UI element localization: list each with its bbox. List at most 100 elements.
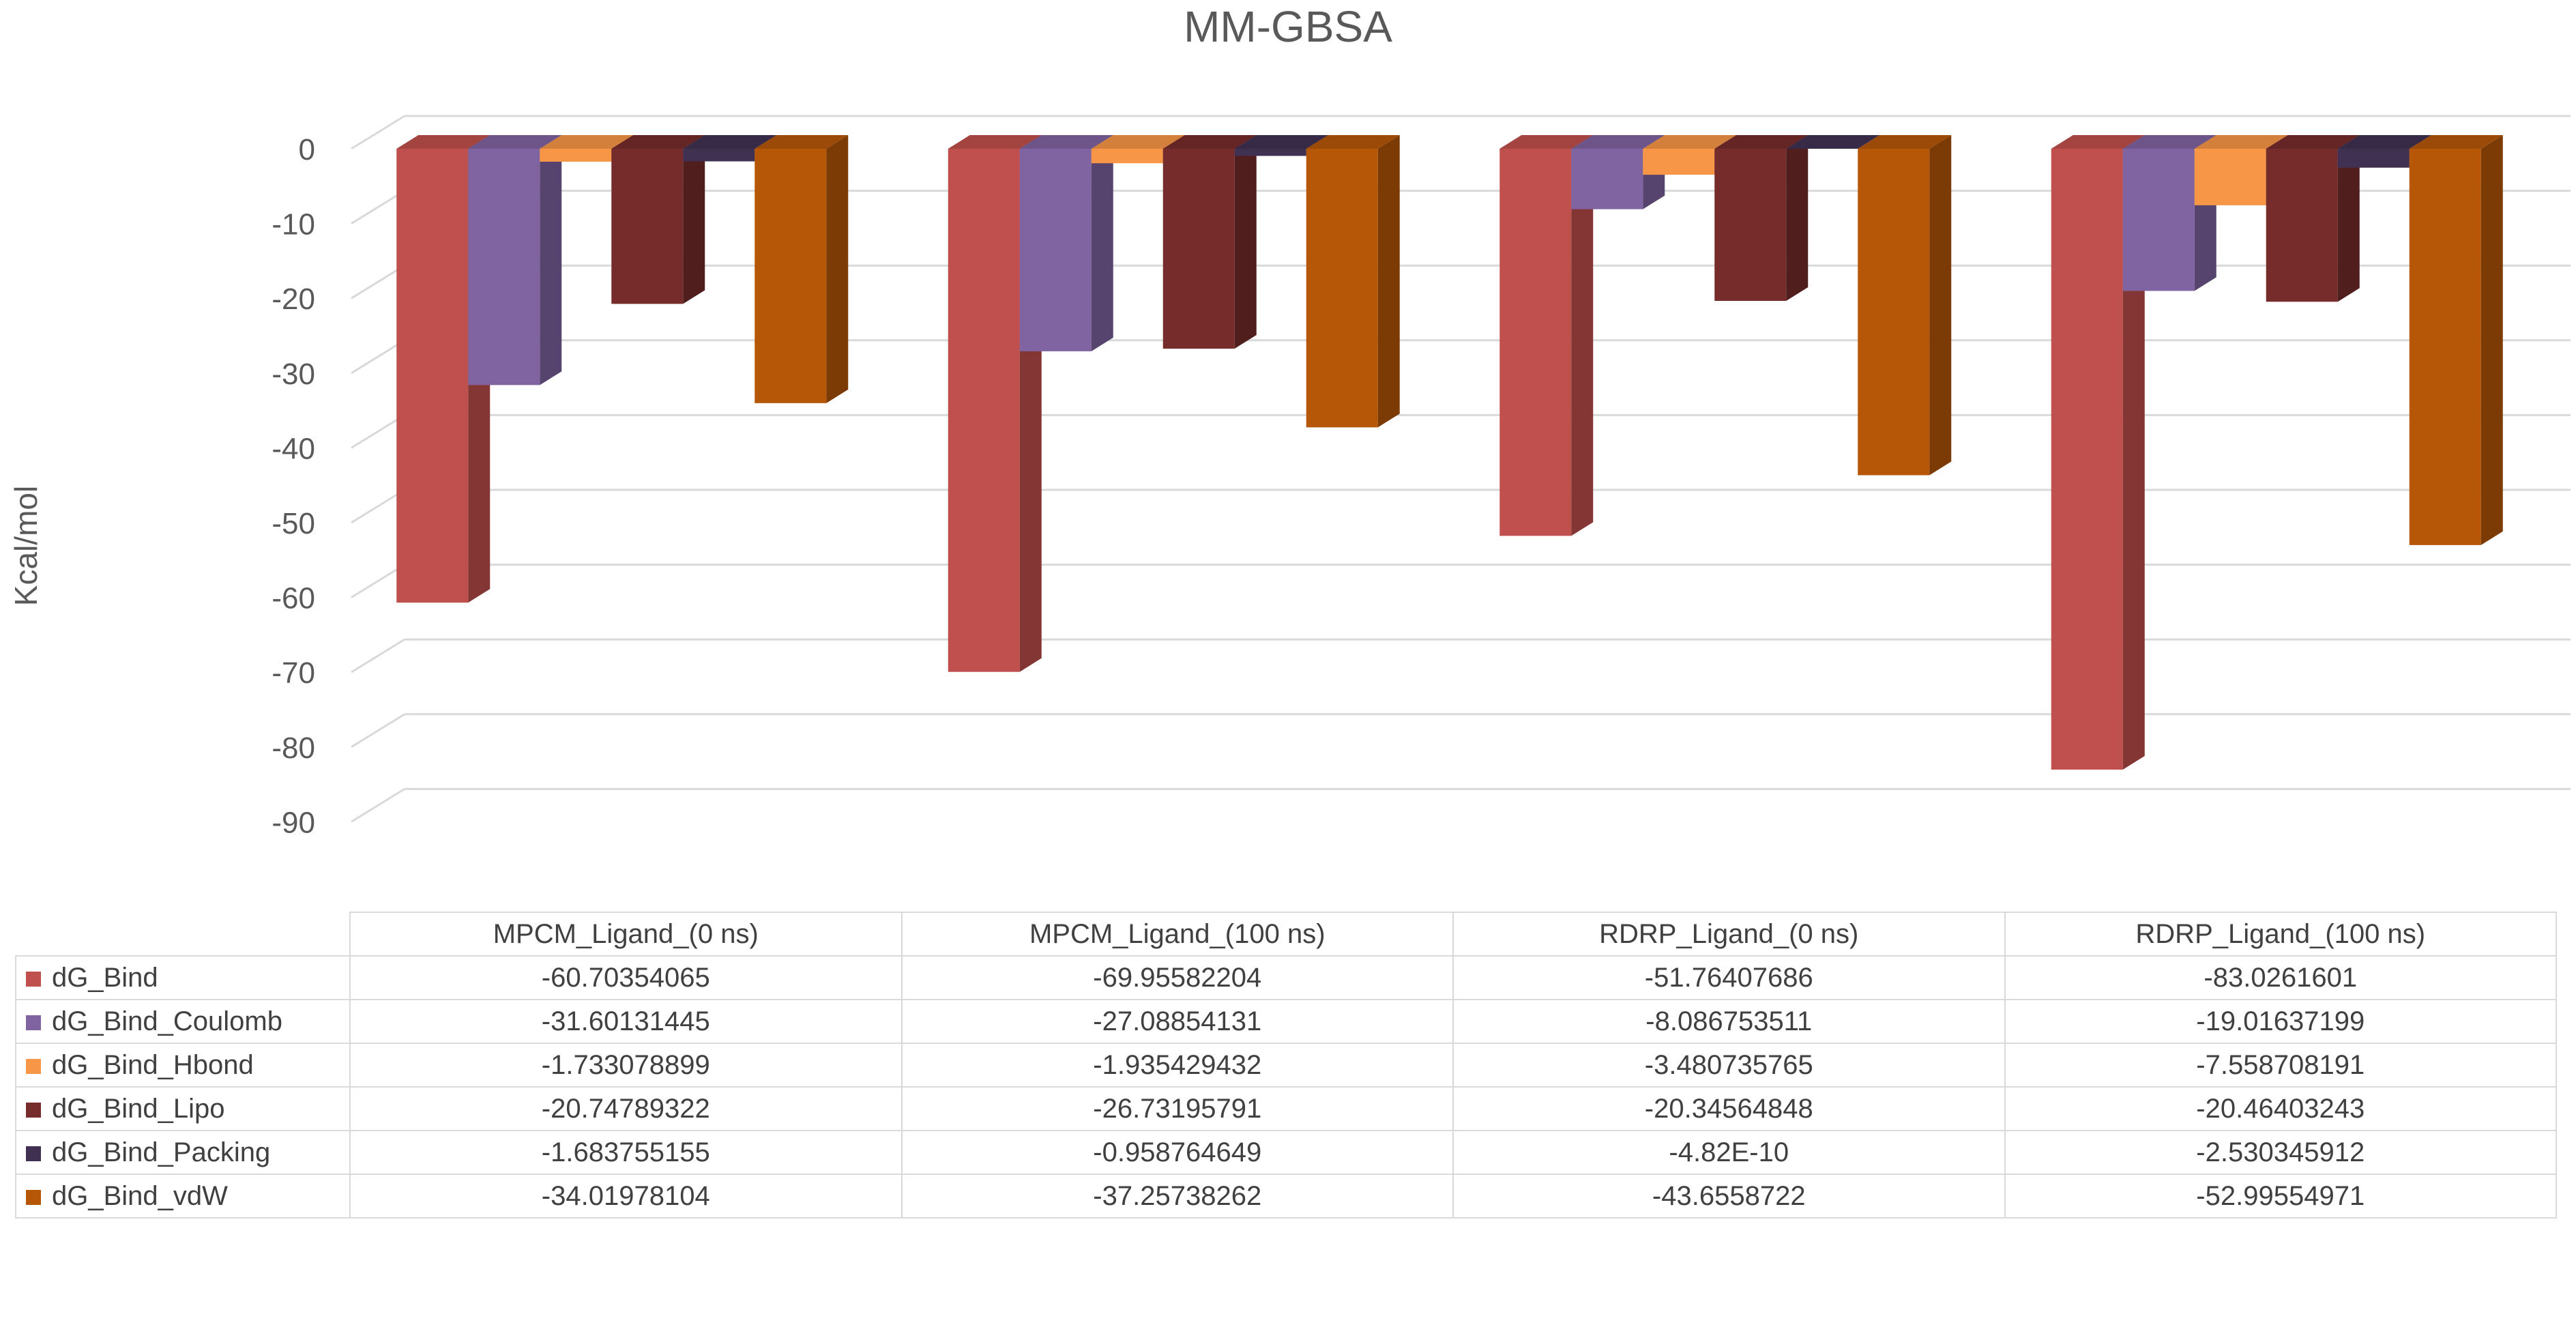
bar [1786,135,1880,149]
bar-side [683,135,705,304]
data-table: MPCM_Ligand_(0 ns) MPCM_Ligand_(100 ns) RD… [15,912,2557,1219]
bars [396,135,2503,770]
y-tick-label: -80 [272,731,315,765]
bar [468,135,562,385]
data-label: -1.935429432 [901,1043,1454,1088]
bar-side [2337,135,2360,302]
x-category-label: MPCM_Ligand_(0 ns) [349,912,903,957]
gridline-side [351,339,405,375]
y-tick-label: -60 [272,582,315,615]
series-name: dG_Bind_vdW [52,1180,228,1211]
chart-title: MM-GBSA [1184,2,1392,51]
legend-key [26,1102,41,1118]
data-label: -3.480735765 [1452,1043,2006,1088]
bar-top [611,135,705,149]
data-label: -19.01637199 [2004,999,2557,1044]
y-tick-label: -90 [272,806,315,839]
data-label: -31.60131445 [349,999,903,1044]
bar-side [2122,135,2145,770]
series-label: dG_Bind_Packing [15,1130,351,1175]
table-row: dG_Bind_Packing -1.683755155 -0.958764649-… [15,1130,2557,1175]
bar-front [2409,149,2481,545]
bar-front [2266,149,2338,302]
series-name: dG_Bind_Packing [52,1137,271,1167]
bar-side [1786,135,1809,301]
bar-front [2122,149,2195,291]
bar-top [948,135,1042,149]
legend-key [26,1058,41,1074]
table-row: dG_Bind_Coulomb -31.60131445 -27.08854131 -… [15,999,2557,1044]
bar [2266,135,2360,302]
x-category-label: RDRP_Ligand_(100 ns) [2004,912,2557,957]
bar-front [1858,149,1930,476]
bar [2051,135,2145,770]
bar-front [2194,149,2266,205]
data-label: -7.558708191 [2004,1043,2557,1088]
legend-key [26,1015,41,1030]
bar [1714,135,1809,301]
bar [1162,135,1257,349]
bar-front [540,149,612,162]
table-corner [16,912,351,957]
bar-top [1499,135,1594,149]
bar [1499,135,1594,536]
y-tick-label: -30 [272,358,315,391]
bar-side [826,135,849,403]
bar-side [1929,135,1952,476]
bar-top [2337,135,2431,149]
bar-top [1019,135,1113,149]
data-label: -83.0261601 [2004,955,2557,1000]
bar-side [1234,135,1257,349]
bar-top [2051,135,2145,149]
bar-front [1499,149,1572,536]
bar-side [1377,135,1400,428]
data-label: -27.08854131 [901,999,1454,1044]
bar [1019,135,1113,351]
bar-front [1234,149,1306,156]
gridline-side [351,713,405,748]
bar-top [2194,135,2288,149]
x-category-label: RDRP_Ligand_(0 ns) [1452,912,2006,957]
bar-top [1234,135,1328,149]
bar-front [948,149,1020,672]
legend-key [26,971,41,987]
gridline-side [351,564,405,598]
bar-front [468,149,540,385]
table-row: dG_Bind_Hbond -1.733078899 -1.935429432 -3.… [15,1043,2557,1088]
series-name: dG_Bind_Hbond [52,1049,254,1080]
bar [755,135,849,403]
bar-side [2480,135,2503,545]
series-label: dG_Bind_Hbond [15,1043,351,1088]
bar-top [1786,135,1880,149]
bar-front [2337,149,2410,168]
data-label: -69.95582204 [901,955,1454,1000]
bar-front [1162,149,1235,349]
bar-front [1019,149,1092,351]
y-tick-label: -40 [272,432,315,465]
gridline-side [351,264,405,300]
gridline-side [351,115,405,150]
bar-top [396,135,491,149]
bar-top [1306,135,1400,149]
gridline-side [351,638,405,673]
bar-top [468,135,562,149]
data-label: -0.958764649 [901,1130,1454,1175]
bar-side [1571,135,1594,536]
bar-side [1091,135,1113,351]
data-label: -51.76407686 [1452,955,2006,1000]
data-label: -20.74789322 [349,1086,903,1131]
bar-front [1643,149,1715,175]
gridline-side [351,489,405,524]
bar-top [683,135,777,149]
bar-front [1091,149,1163,164]
bar-top [1162,135,1257,149]
series-name: dG_Bind_Coulomb [52,1006,282,1036]
series-name: dG_Bind_Lipo [52,1093,225,1124]
bar-side [540,135,562,385]
data-label: -34.01978104 [349,1174,903,1219]
data-label: -1.683755155 [349,1130,903,1175]
table-row: dG_Bind_Lipo -20.74789322 -26.73195791 -20.… [15,1086,2557,1131]
bar-front [755,149,827,403]
bar-top [2409,135,2503,149]
